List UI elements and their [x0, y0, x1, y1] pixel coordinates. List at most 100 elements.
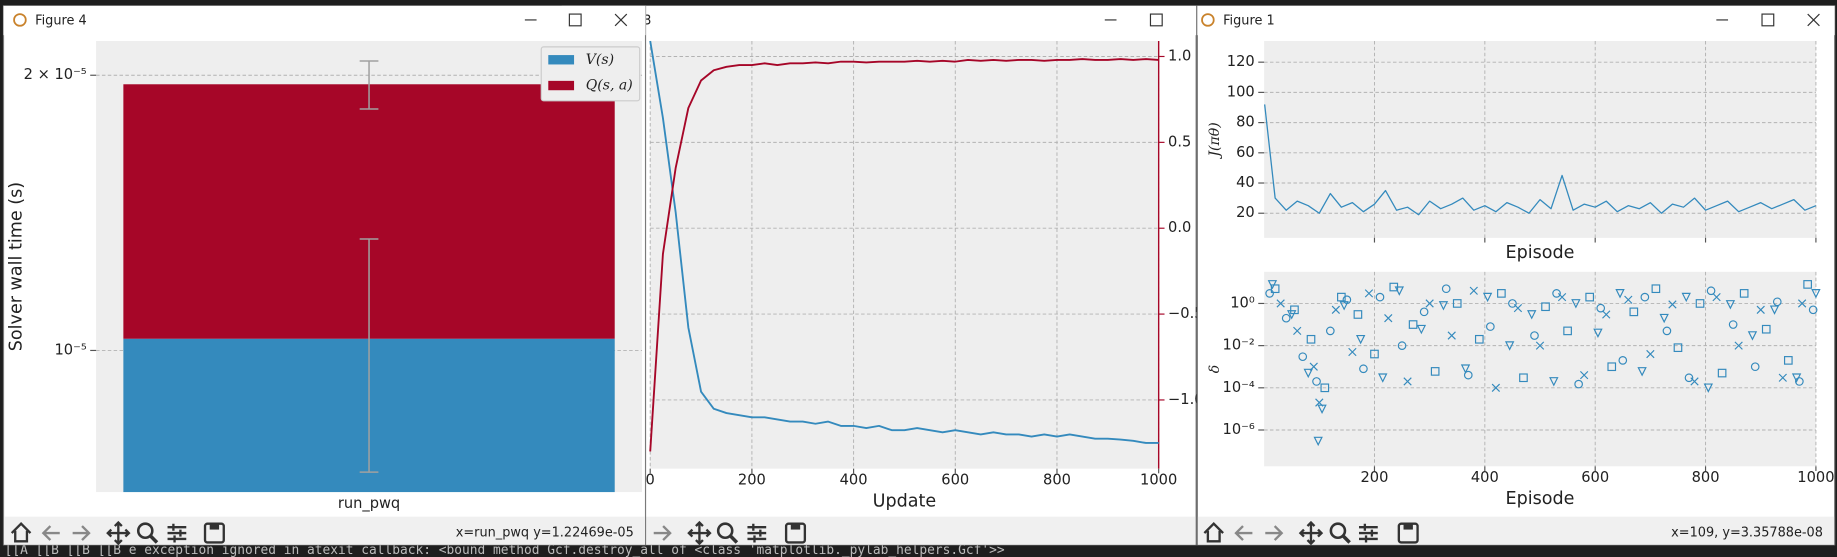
axes-background: [650, 41, 1159, 469]
close-button[interactable]: [614, 13, 628, 27]
toolbar-forward-button[interactable]: [72, 525, 91, 541]
y-tick-label: 80: [1236, 114, 1255, 131]
scatter-point: [1486, 322, 1495, 331]
scatter-point: [1384, 314, 1393, 323]
chart: 0 200 400 600 800 1000 −1.0 −0.5 0.0 0.5 1.0 Update: [646, 40, 1204, 511]
toolbar-zoom-button[interactable]: [136, 522, 159, 544]
toolbar-configure-button[interactable]: [167, 523, 187, 543]
maximize-button[interactable]: [1149, 13, 1163, 27]
scatter-point: [1703, 383, 1714, 393]
chart: 10⁻⁵ 2 × 10⁻⁵ run_pwq V(s) Q(s, a) Solver wal…: [6, 41, 643, 512]
toolbar-save-button[interactable]: [1397, 522, 1419, 544]
x-tick-label: 200: [1361, 469, 1389, 486]
scatter-point: [1571, 299, 1581, 309]
icon: [747, 523, 767, 543]
toolbar-forward-button[interactable]: [1265, 525, 1284, 541]
y-axis-label: δ: [1207, 365, 1223, 373]
scatter-point: [1306, 334, 1316, 344]
scatter-point: [1640, 292, 1650, 302]
toolbar-home-button[interactable]: [10, 522, 32, 543]
scatter-point: [1673, 343, 1683, 353]
icon: [1761, 13, 1775, 27]
toolbar-home-button[interactable]: [1203, 522, 1224, 543]
toolbar-forward-button[interactable]: [653, 525, 672, 541]
icon: [728, 534, 739, 544]
x-axis-label: Episode: [1506, 243, 1575, 263]
scatter-point: [1747, 331, 1758, 341]
scatter-point: [1265, 289, 1274, 298]
scatter-point: [1298, 352, 1308, 361]
y-tick-label: 10⁻⁵: [54, 341, 86, 358]
scatter-point: [1557, 292, 1567, 302]
maximize-button[interactable]: [568, 13, 582, 27]
y2-tick-label: 1.0: [1168, 47, 1191, 64]
window-title: Figure 1: [1223, 14, 1275, 29]
toolbar-back-button[interactable]: [41, 525, 60, 541]
scatter-point: [1734, 341, 1743, 350]
toolbar-pan-button[interactable]: [106, 520, 131, 546]
scatter-point: [1339, 301, 1349, 311]
chart: 200 400 600 800 1000 10⁻⁶ 10⁻⁴ 10⁻² 10⁰ Episode δ: [1207, 271, 1835, 509]
scatter-point: [1276, 299, 1285, 308]
scatter-point: [1375, 292, 1385, 302]
terminal-text: [[A [[B [[B [[B e exception ignored in a…: [5, 543, 1005, 557]
scatter-point: [1549, 377, 1559, 387]
scatter-point: [1629, 307, 1639, 317]
scatter-point: [1690, 377, 1699, 386]
scatter-point: [1337, 292, 1346, 302]
y2-tick-label: 0.0: [1168, 219, 1191, 236]
y-tick-label: 2 × 10⁻⁵: [24, 66, 87, 83]
x-tick-label: run_pwq: [338, 495, 400, 512]
scatter-point: [1811, 289, 1821, 299]
toolbar-configure-button[interactable]: [747, 523, 767, 543]
scatter-point: [1313, 436, 1323, 447]
scatter-point: [1425, 299, 1434, 308]
axes-background: [1264, 41, 1816, 238]
scatter-point: [1618, 356, 1628, 365]
scatter-point: [1397, 341, 1407, 350]
title-bar: [1197, 5, 1835, 36]
data-line: [649, 58, 1159, 452]
icon: [1203, 522, 1224, 543]
x-tick-label: 400: [840, 471, 868, 488]
scatter-point: [1430, 367, 1440, 376]
scatter-point: [1519, 373, 1528, 383]
x-tick-label: 400: [1471, 469, 1499, 486]
legend-label: Q(s, a): [586, 78, 633, 94]
toolbar-save-button[interactable]: [203, 522, 225, 544]
icon: [10, 522, 32, 543]
status-text: x=109, y=3.35788e-08: [1671, 526, 1823, 541]
scatter-point: [1602, 310, 1611, 319]
toolbar-configure-button[interactable]: [1359, 523, 1378, 543]
toolbar-back-button[interactable]: [1234, 525, 1253, 541]
maximize-button[interactable]: [1761, 13, 1775, 27]
data-line: [649, 40, 1159, 444]
toolbar-zoom-button[interactable]: [1329, 522, 1351, 544]
icon: [1149, 13, 1163, 27]
error-bar: [359, 238, 379, 473]
y2-tick-label: −1.0: [1168, 391, 1204, 408]
toolbar-pan-button[interactable]: [1298, 520, 1324, 546]
scatter-point: [1728, 320, 1738, 329]
data-line: [1264, 104, 1817, 216]
scatter-point: [1312, 377, 1321, 386]
scatter-point: [1267, 280, 1278, 290]
icon: [614, 13, 628, 27]
scatter-point: [1706, 286, 1716, 296]
close-button[interactable]: [1807, 13, 1820, 27]
toolbar-pan-button[interactable]: [687, 520, 712, 546]
scatter-point: [1331, 305, 1341, 314]
scatter-point: [1541, 302, 1550, 312]
scatter-point: [1482, 292, 1493, 303]
scatter-point: [1394, 286, 1404, 296]
x-tick-label: 0: [646, 471, 655, 488]
icon: [687, 520, 712, 546]
scatter-point: [1320, 383, 1330, 393]
y-tick-label: 10⁻²: [1223, 337, 1255, 354]
scatter-point: [1403, 377, 1412, 386]
scatter-point: [1750, 362, 1760, 372]
y-tick-label: 100: [1227, 83, 1255, 100]
icon: [790, 523, 801, 530]
toolbar-save-button[interactable]: [784, 522, 807, 544]
toolbar-zoom-button[interactable]: [716, 522, 739, 544]
